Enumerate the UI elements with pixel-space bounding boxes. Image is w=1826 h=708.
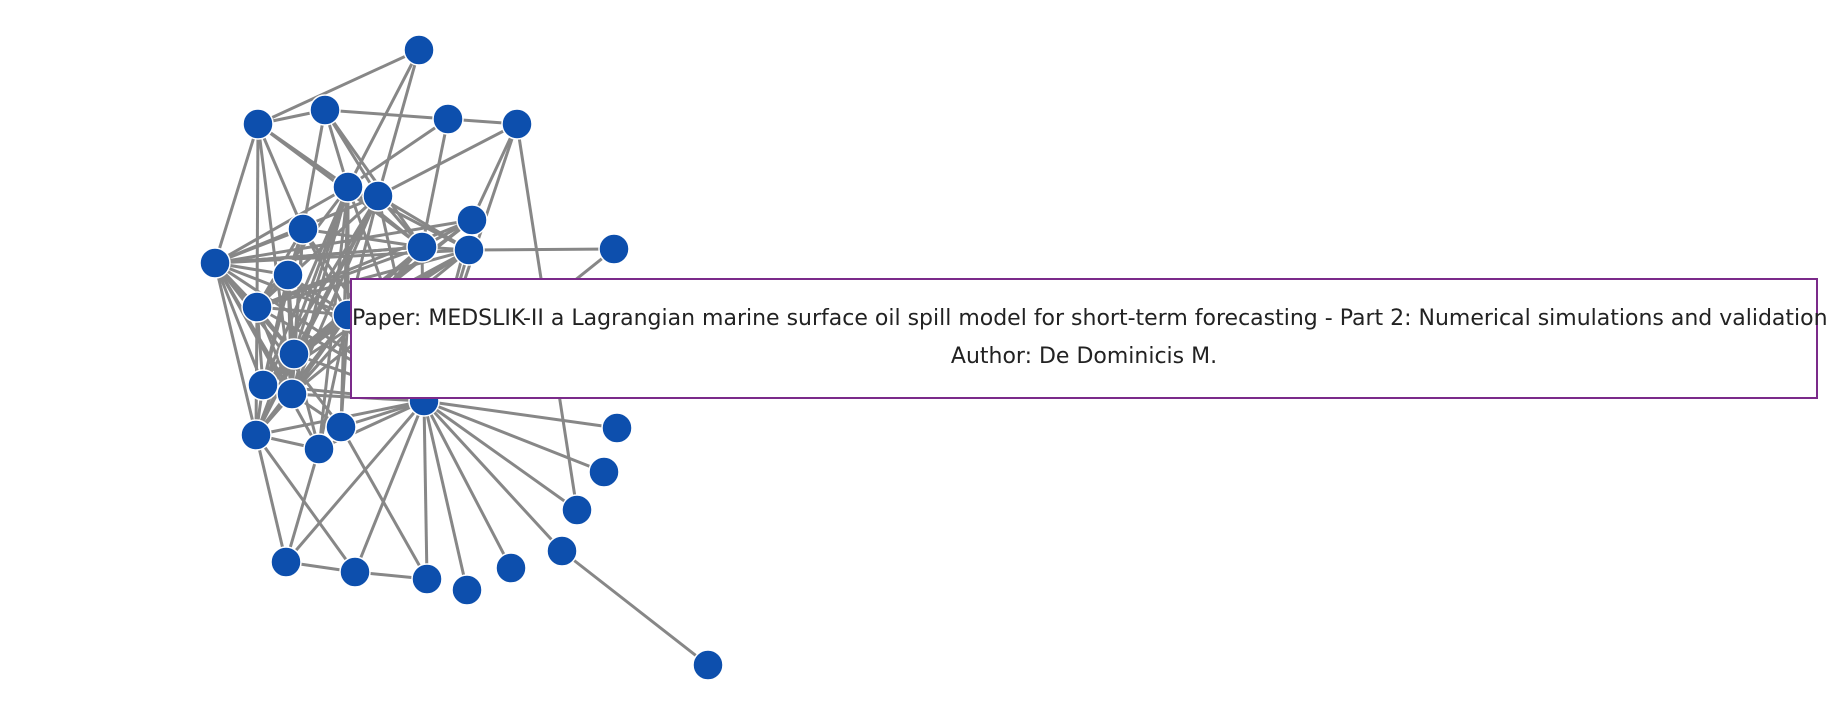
network-edge xyxy=(422,400,429,580)
tooltip-author-label: Author: xyxy=(950,344,1032,369)
network-node[interactable] xyxy=(278,338,310,370)
network-edge xyxy=(561,549,709,667)
network-edge xyxy=(323,109,380,197)
network-edge xyxy=(257,48,420,126)
network-edge xyxy=(256,123,305,230)
network-node[interactable] xyxy=(199,247,231,279)
network-node[interactable] xyxy=(240,419,272,451)
network-node[interactable] xyxy=(309,94,341,126)
network-edge xyxy=(422,400,469,591)
network-node[interactable] xyxy=(601,412,633,444)
network-edge xyxy=(347,117,449,189)
network-edge xyxy=(213,262,343,428)
network-edge xyxy=(292,353,321,450)
network-edge xyxy=(301,228,350,316)
network-node[interactable] xyxy=(692,649,724,681)
network-edge xyxy=(468,247,615,252)
network-edge xyxy=(213,262,258,436)
network-edge xyxy=(254,314,350,436)
tooltip-author-row: Author: De Dominicis M. xyxy=(352,338,1816,376)
tooltip-author-name: De Dominicis M. xyxy=(1038,344,1218,369)
network-node[interactable] xyxy=(241,291,273,323)
network-node[interactable] xyxy=(362,180,394,212)
network-node[interactable] xyxy=(272,259,304,291)
network-edge xyxy=(254,434,288,563)
network-node[interactable] xyxy=(495,552,527,584)
node-tooltip: Paper: MEDSLIK-II a Lagrangian marine su… xyxy=(350,278,1826,399)
network-edge xyxy=(284,400,426,563)
network-edge xyxy=(286,274,294,395)
network-edge xyxy=(422,400,513,569)
network-node[interactable] xyxy=(411,563,443,595)
network-edge xyxy=(422,399,564,553)
network-node[interactable] xyxy=(403,34,435,66)
network-node[interactable] xyxy=(406,231,438,263)
network-node[interactable] xyxy=(456,204,488,236)
network-node[interactable] xyxy=(332,171,364,203)
network-node[interactable] xyxy=(242,108,274,140)
network-edge xyxy=(377,194,470,252)
network-node[interactable] xyxy=(287,213,319,245)
network-node[interactable] xyxy=(339,556,371,588)
network-edge xyxy=(214,185,349,265)
network-node[interactable] xyxy=(276,378,308,410)
network-node[interactable] xyxy=(270,546,302,578)
network-node[interactable] xyxy=(247,369,279,401)
network-edge xyxy=(423,399,605,474)
network-edge xyxy=(213,262,265,386)
network-node[interactable] xyxy=(432,103,464,135)
network-edge xyxy=(377,122,518,198)
network-edge xyxy=(347,185,423,249)
network-edge xyxy=(423,399,578,512)
network-edge xyxy=(423,399,618,430)
network-node[interactable] xyxy=(588,456,620,488)
network-node[interactable] xyxy=(303,433,335,465)
tooltip-paper-label: Paper: xyxy=(352,306,422,331)
network-node[interactable] xyxy=(325,411,357,443)
network-nodes xyxy=(199,34,724,681)
network-edge xyxy=(317,314,350,450)
network-node[interactable] xyxy=(598,233,630,265)
network-node[interactable] xyxy=(501,108,533,140)
network-edge xyxy=(323,109,424,248)
network-edge xyxy=(214,245,423,265)
network-edge xyxy=(284,448,321,563)
network-node[interactable] xyxy=(546,535,578,567)
network-edge xyxy=(254,434,357,573)
network-edge xyxy=(353,400,426,573)
network-edge xyxy=(470,123,519,221)
tooltip-paper-title: MEDSLIK-II a Lagrangian marine surface o… xyxy=(428,306,1826,331)
network-edge xyxy=(376,49,421,197)
network-node[interactable] xyxy=(453,234,485,266)
network-edge xyxy=(213,123,260,264)
network-edge xyxy=(213,262,321,450)
network-edge xyxy=(214,218,473,265)
network-node[interactable] xyxy=(451,574,483,606)
tooltip-paper-row: Paper: MEDSLIK-II a Lagrangian marine su… xyxy=(352,300,1826,338)
network-edge xyxy=(255,123,260,308)
network-node[interactable] xyxy=(561,494,593,526)
network-edge xyxy=(324,108,449,121)
